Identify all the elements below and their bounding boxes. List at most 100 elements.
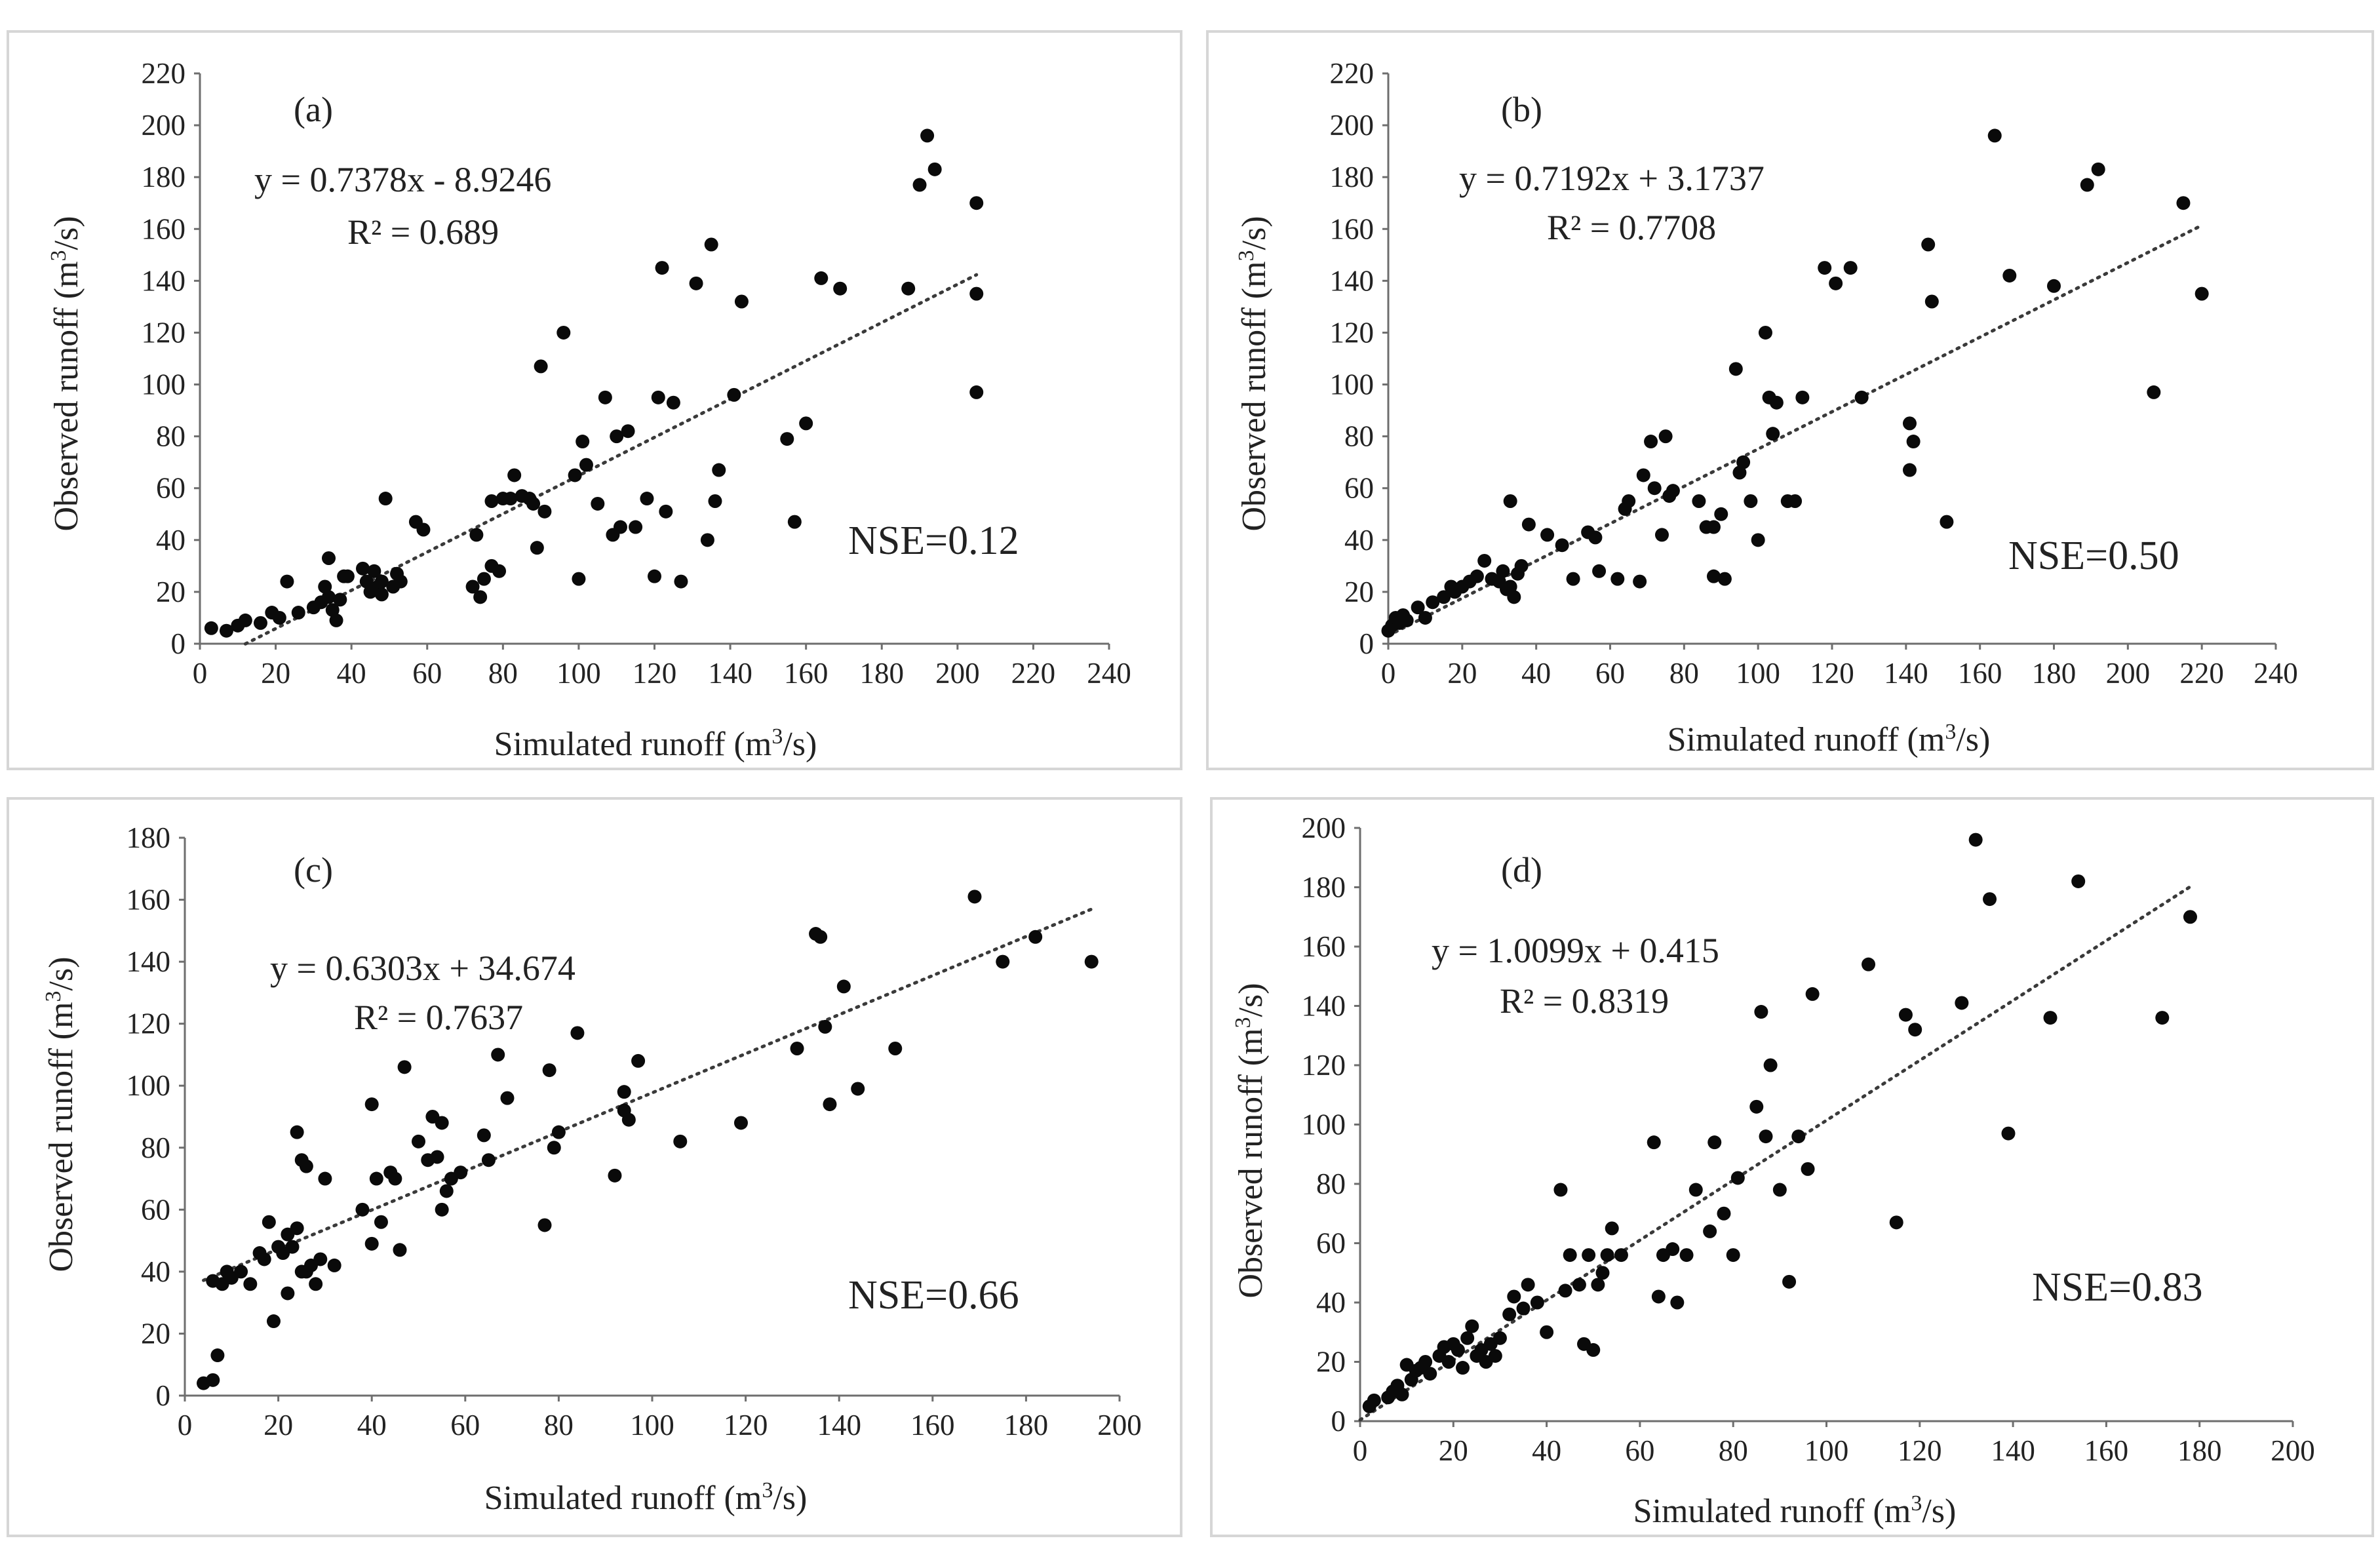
panel-d-data-point	[1488, 1348, 1502, 1363]
panel-d-y-tick-label: 120	[1302, 1049, 1346, 1082]
panel-b-data-point	[1521, 517, 1536, 532]
panel-b-data-point	[1788, 494, 1803, 508]
panel-a-data-point	[291, 606, 305, 620]
panel-a-data-point	[477, 572, 491, 586]
panel-d-data-point	[1516, 1301, 1531, 1316]
panel-c-data-point	[285, 1240, 300, 1254]
panel-c-data-point	[388, 1171, 402, 1186]
panel-b-data-point	[1736, 455, 1751, 469]
panel-a-data-point	[253, 616, 267, 630]
panel-c-data-point	[790, 1041, 804, 1055]
panel-c-data-point	[617, 1085, 631, 1099]
panel-c-y-tick-label: 140	[127, 945, 171, 978]
panel-a-data-point	[507, 468, 522, 482]
panel-b-y-axis-label: Observed runoff (m3/s)	[1234, 216, 1273, 531]
panel-d-data-point	[1726, 1248, 1740, 1263]
panel-d-data-point	[1759, 1129, 1773, 1144]
panel-a-data-point	[912, 178, 927, 192]
panel-a-data-point	[814, 271, 829, 285]
panel-c-data-point	[481, 1153, 496, 1167]
panel-b-data-point	[1418, 610, 1432, 625]
panel-a-r-squared: R² = 0.689	[347, 212, 499, 252]
panel-c-r-squared: R² = 0.7637	[354, 998, 523, 1037]
panel-d-data-point	[1955, 996, 1969, 1010]
panel-d-data-point	[1395, 1387, 1409, 1401]
panel-c-data-point	[206, 1373, 220, 1387]
panel-d-data-point	[1703, 1224, 1717, 1238]
panel-c-y-tick-label: 160	[127, 884, 171, 916]
panel-a-y-tick-label: 0	[171, 627, 186, 660]
panel-c-x-tick-label: 20	[263, 1409, 293, 1441]
panel-d-x-tick-label: 120	[1898, 1434, 1942, 1467]
panel-c-data-point	[364, 1097, 379, 1112]
panel-d-data-point	[1889, 1215, 1903, 1230]
panel-a-axes: 0 20 40 60 80 100 120 140 160 180 200 220 240 0 20 40 60…	[142, 57, 1131, 690]
panel-c-data-point	[851, 1082, 865, 1096]
panel-d-y-tick-label: 60	[1316, 1227, 1346, 1260]
panel-a-data-point	[374, 574, 389, 589]
panel-a-data-point	[556, 325, 571, 340]
panel-b: (b) y = 0.7192x + 3.1737 R² = 0.7708 NSE…	[1206, 30, 2374, 770]
panel-c-x-tick-label: 180	[1004, 1409, 1049, 1441]
panel-a-y-tick-label: 100	[142, 368, 186, 401]
panel-b-data-point	[1426, 595, 1440, 610]
panel-b-x-tick-label: 140	[1884, 657, 1928, 690]
panel-a-data-point	[613, 520, 627, 534]
panel-b-y-tick-label: 160	[1330, 212, 1375, 245]
panel-a-data-point	[666, 395, 680, 410]
panel-d-data-point	[1763, 1058, 1778, 1072]
panel-d-data-point	[1521, 1278, 1535, 1292]
panel-d-data-point	[1707, 1135, 1722, 1150]
panel-a-data-point	[492, 564, 507, 578]
panel-b-data-point	[1503, 579, 1517, 594]
panel-d-data-point	[2155, 1011, 2170, 1025]
panel-d-data-point	[2043, 1011, 2058, 1025]
panel-c-y-tick-label: 100	[127, 1069, 171, 1102]
panel-c-data-point	[299, 1159, 313, 1173]
panel-d-y-tick-label: 80	[1316, 1167, 1346, 1200]
panel-d-data-point	[1772, 1183, 1787, 1197]
panel-a-x-tick-label: 40	[337, 657, 366, 690]
panel-c-data-point	[1084, 954, 1099, 969]
panel-c-x-tick-label: 120	[724, 1409, 768, 1441]
panel-c-axes: 0 20 40 60 80 100 120 140 160 180 200 0 20 40 60 80 100 1…	[127, 821, 1142, 1441]
panel-d-data-point	[1502, 1307, 1517, 1322]
panel-d-data-point	[1441, 1355, 1456, 1369]
panel-b-data-point	[1706, 569, 1721, 583]
panel-c-data-point	[967, 890, 982, 904]
panel-b-y-tick-label: 20	[1344, 576, 1374, 608]
panel-d-data-point	[1983, 892, 1997, 907]
panel-a-data-point	[321, 551, 336, 565]
panel-a-y-tick-label: 40	[156, 524, 185, 557]
panel-c-data-point	[631, 1053, 646, 1068]
panel-b-data-point	[1470, 569, 1484, 583]
panel-c-data-point	[313, 1252, 328, 1266]
panel-a-data-point	[416, 522, 431, 537]
panel-a-x-tick-label: 0	[193, 657, 208, 690]
panel-d-data-point	[2183, 910, 2197, 924]
panel-c-data-point	[266, 1314, 281, 1329]
panel-a-x-tick-label: 100	[556, 657, 601, 690]
panel-d: (d) y = 1.0099x + 0.415 R² = 0.8319 NSE=…	[1210, 797, 2374, 1537]
panel-b-data-point	[1706, 520, 1721, 534]
panel-b-nse: NSE=0.50	[2008, 534, 2179, 578]
panel-d-x-tick-label: 200	[2271, 1434, 2315, 1467]
panel-a-data-point	[787, 515, 802, 529]
panel-d-data-point	[1782, 1274, 1797, 1289]
panel-d-data-point	[1717, 1206, 1731, 1221]
panel-b-x-tick-label: 220	[2179, 657, 2224, 690]
panel-c-data-point	[397, 1060, 412, 1074]
panel-b-data-point	[1496, 564, 1510, 578]
panel-b-y-tick-label: 60	[1344, 472, 1374, 505]
panel-a-data-point	[655, 261, 669, 275]
panel-c-x-tick-label: 140	[817, 1409, 861, 1441]
panel-a-data-point	[727, 387, 741, 402]
panel-c-label: (c)	[294, 850, 333, 890]
panel-a-data-point	[629, 520, 643, 534]
panel-c-data-point	[836, 979, 851, 994]
panel-c-x-tick-label: 40	[357, 1409, 387, 1441]
panel-b-y-tick-label: 220	[1330, 57, 1375, 90]
panel-b-data-point	[1940, 515, 1954, 529]
panel-b-data-point	[1588, 530, 1603, 545]
panel-c-data-point	[439, 1184, 454, 1198]
